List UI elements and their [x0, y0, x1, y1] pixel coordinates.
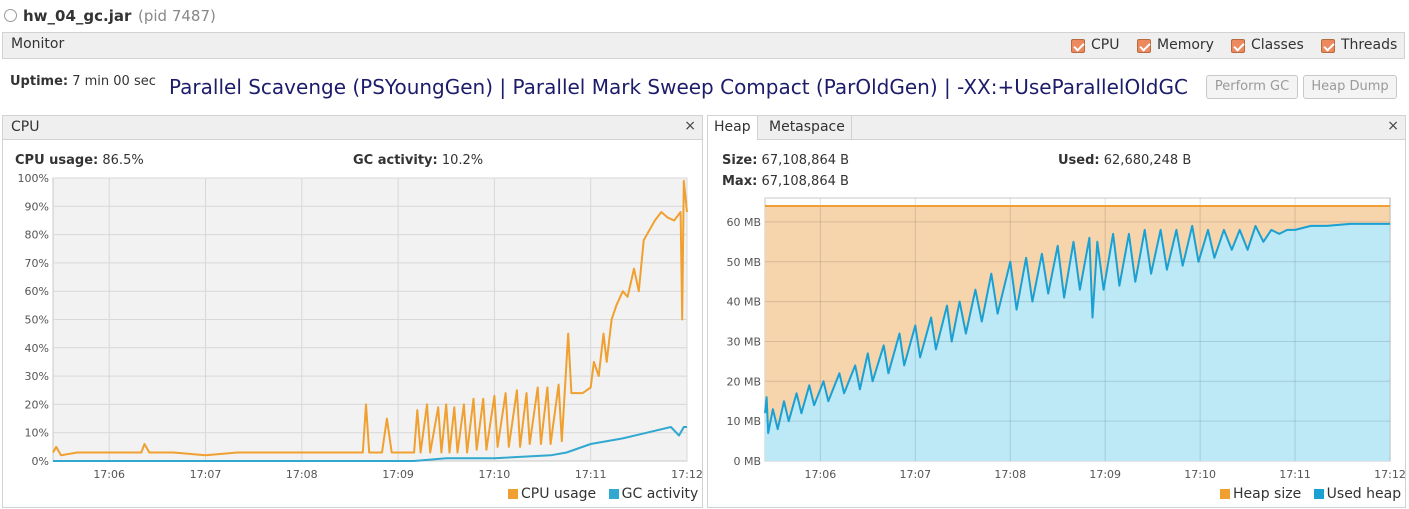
used-heap-legend-label: Used heap — [1326, 486, 1402, 502]
x-tick-label: 17:08 — [994, 468, 1026, 481]
uptime-value: 7 min 00 sec — [72, 74, 156, 89]
y-tick-label: 50% — [25, 314, 49, 327]
y-tick-label: 80% — [25, 229, 49, 242]
y-tick-label: 10% — [25, 427, 49, 440]
used-heap-swatch — [1313, 489, 1324, 499]
y-tick-label: 40% — [25, 342, 49, 355]
y-tick-label: 0% — [32, 455, 49, 468]
heap-panel: Heap Metaspace × Size: 67,108,864 B Max:… — [707, 115, 1406, 508]
cpu-checkbox[interactable] — [1071, 39, 1085, 53]
gc-info-overlay-text: Parallel Scavenge (PSYoungGen) | Paralle… — [169, 75, 1188, 99]
x-tick-label: 17:06 — [805, 468, 837, 481]
heap-max-value: 67,108,864 B — [761, 174, 849, 189]
x-tick-label: 17:11 — [1279, 468, 1311, 481]
y-tick-label: 70% — [25, 257, 49, 270]
y-tick-label: 60 MB — [726, 216, 761, 229]
cpu-panel-title: CPU — [11, 119, 40, 135]
threads-checkbox-label[interactable]: Threads — [1341, 37, 1398, 53]
y-tick-label: 90% — [25, 200, 49, 213]
heap-max-stat: Max: 67,108,864 B — [722, 174, 849, 189]
app-pid: (pid 7487) — [138, 7, 216, 25]
y-tick-label: 60% — [25, 285, 49, 298]
gc-activity-legend-label: GC activity — [621, 486, 699, 502]
x-tick-label: 17:07 — [899, 468, 931, 481]
x-tick-label: 17:08 — [286, 468, 318, 481]
heap-size-swatch — [1220, 489, 1230, 499]
memory-checkbox[interactable] — [1137, 39, 1151, 53]
heap-panel-close-icon[interactable]: × — [1387, 118, 1399, 134]
x-tick-label: 17:12 — [671, 468, 703, 481]
x-tick-label: 17:09 — [382, 468, 414, 481]
cpu-usage-value: 86.5% — [102, 153, 144, 168]
app-title: hw_04_gc.jar — [23, 7, 132, 25]
x-tick-label: 17:10 — [1184, 468, 1216, 481]
gc-activity-value: 10.2% — [441, 153, 484, 168]
tab-heap[interactable]: Heap — [708, 116, 758, 140]
app-status-icon — [4, 9, 17, 22]
cpu-panel-header: CPU × — [3, 116, 702, 140]
heap-used-stat: Used: 62,680,248 B — [1058, 153, 1191, 168]
cpu-usage-legend-label: CPU usage — [521, 486, 597, 502]
title-bar: hw_04_gc.jar (pid 7487) — [0, 0, 1409, 32]
y-tick-label: 20 MB — [726, 375, 761, 388]
threads-checkbox[interactable] — [1321, 39, 1335, 53]
heap-dump-button[interactable]: Heap Dump — [1303, 75, 1397, 99]
heap-max-label: Max: — [722, 174, 758, 189]
heap-size-legend-label: Heap size — [1233, 486, 1302, 502]
y-tick-label: 20% — [25, 398, 49, 411]
cpu-checkbox-label[interactable]: CPU — [1091, 37, 1120, 53]
gc-activity-line — [53, 426, 687, 462]
heap-size-stat: Size: 67,108,864 B — [722, 153, 849, 168]
cpu-usage-swatch — [508, 489, 518, 499]
classes-checkbox-label[interactable]: Classes — [1251, 37, 1304, 53]
used-heap-line — [764, 222, 1390, 435]
classes-checkbox[interactable] — [1231, 39, 1245, 53]
cpu-usage-stat: CPU usage: 86.5% — [15, 153, 144, 168]
cpu-panel-close-icon[interactable]: × — [684, 118, 696, 134]
memory-checkbox-label[interactable]: Memory — [1157, 37, 1214, 53]
y-tick-label: 50 MB — [726, 256, 761, 269]
cpu-panel: CPU × CPU usage: 86.5% GC activity: 10.2… — [2, 115, 703, 508]
heap-size-label: Size: — [722, 153, 758, 168]
used-heap-area — [765, 223, 1390, 461]
y-tick-label: 40 MB — [726, 296, 761, 309]
cpu-usage-line — [52, 179, 688, 457]
x-tick-label: 17:09 — [1089, 468, 1121, 481]
y-tick-label: 30% — [25, 370, 49, 383]
y-tick-label: 0 MB — [733, 455, 761, 468]
heap-chart: 17:06 17:07 17:08 17:09 17:10 17:11 17:12 0 MB 1… — [726, 197, 1406, 481]
heap-size-value: 67,108,864 B — [761, 153, 850, 168]
uptime: Uptime: 7 min 00 sec — [10, 74, 156, 89]
x-tick-label: 17:07 — [190, 468, 222, 481]
y-tick-label: 30 MB — [726, 335, 761, 348]
heap-panel-header: Heap Metaspace × — [708, 116, 1405, 140]
cpu-chart-legend: CPU usage GC activity — [508, 486, 698, 502]
gc-activity-label: GC activity: — [353, 153, 438, 168]
heap-used-value: 62,680,248 B — [1103, 153, 1192, 168]
y-tick-label: 100% — [18, 172, 49, 185]
x-tick-label: 17:11 — [575, 468, 607, 481]
y-tick-label: 10 MB — [726, 415, 761, 428]
uptime-label: Uptime: — [10, 74, 69, 89]
cpu-chart: 17:06 17:07 17:08 17:09 17:10 17:11 17:12 0% 10%… — [18, 172, 703, 481]
tab-metaspace[interactable]: Metaspace — [763, 116, 852, 140]
x-tick-label: 17:12 — [1374, 468, 1406, 481]
x-tick-label: 17:06 — [93, 468, 125, 481]
monitor-tab-label: Monitor — [11, 36, 65, 52]
heap-used-label: Used: — [1058, 153, 1100, 168]
heap-chart-legend: Heap size Used heap — [1220, 486, 1401, 502]
perform-gc-button[interactable]: Perform GC — [1206, 75, 1298, 99]
monitor-toolbar: Monitor CPU Memory Classes Threads — [2, 32, 1405, 59]
x-tick-label: 17:10 — [479, 468, 511, 481]
gc-activity-stat: GC activity: 10.2% — [353, 153, 483, 168]
cpu-usage-label: CPU usage: — [15, 153, 99, 168]
gc-activity-swatch — [608, 489, 619, 499]
